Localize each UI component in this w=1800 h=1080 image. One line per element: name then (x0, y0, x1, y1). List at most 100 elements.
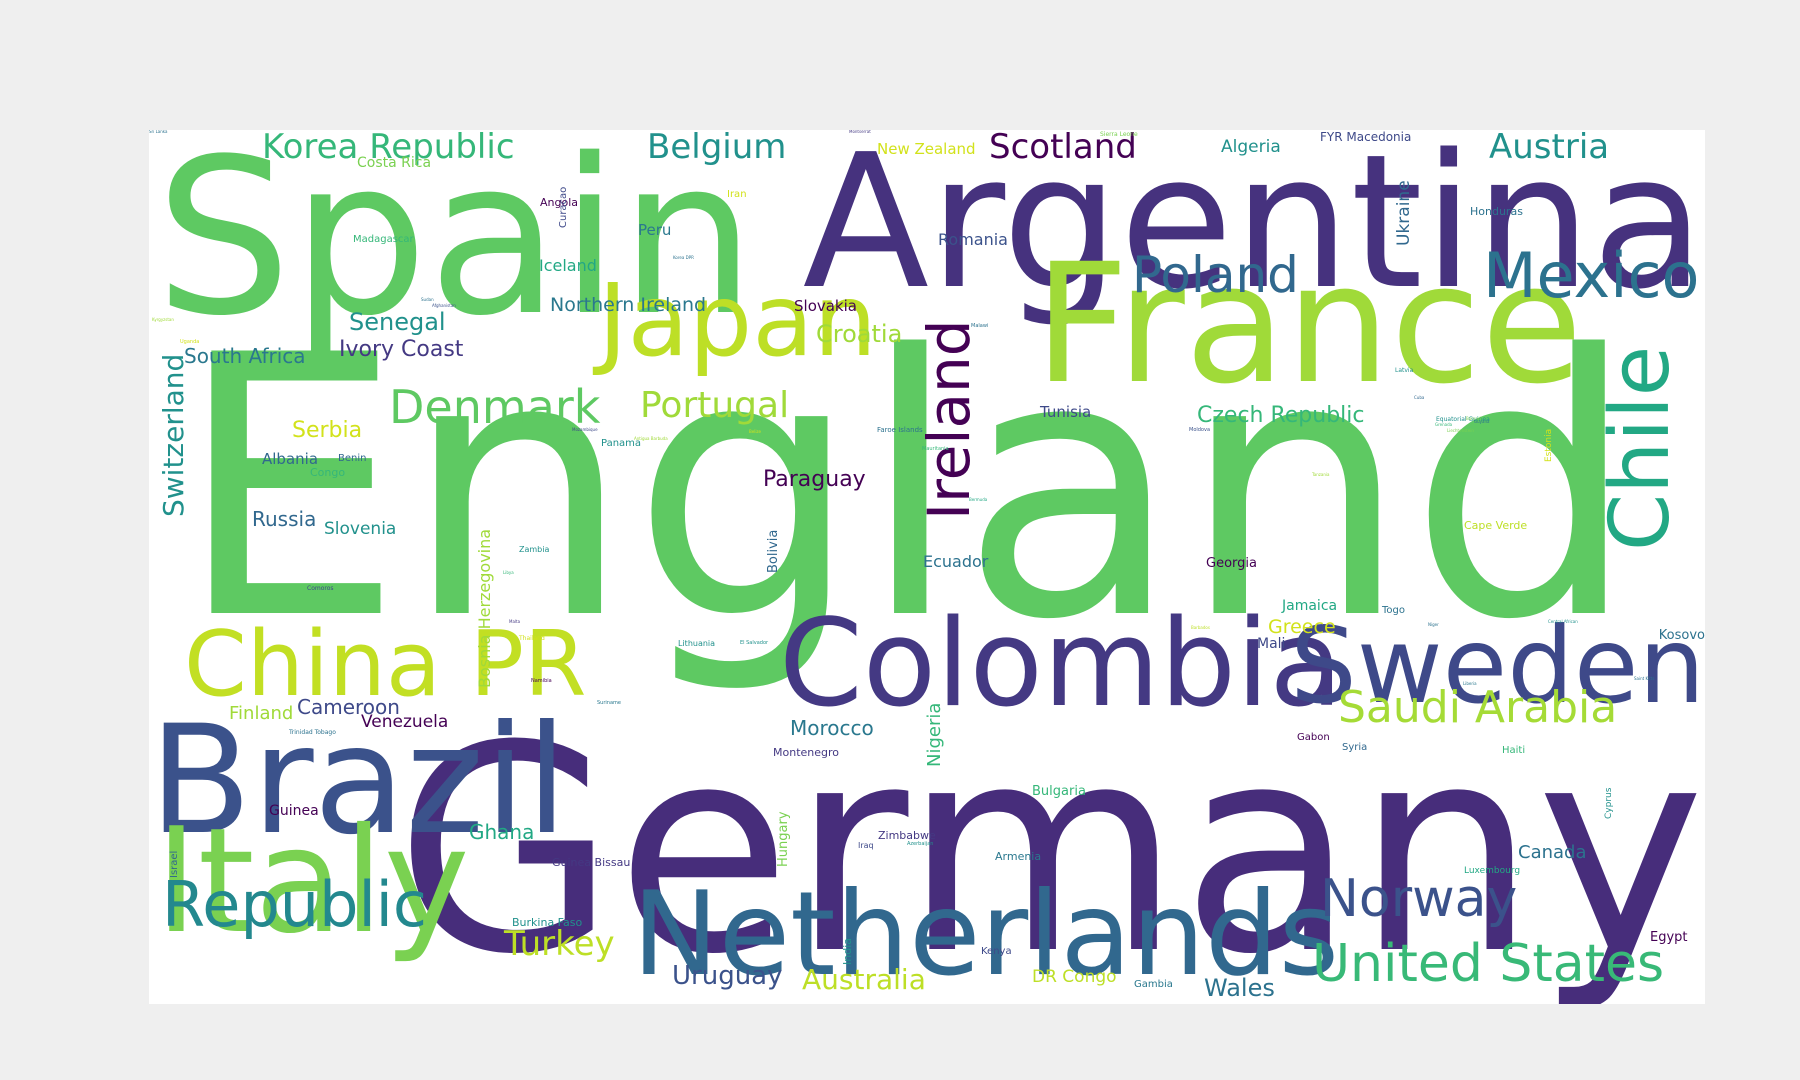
word-korea-dpr: Korea DPR (673, 255, 694, 260)
word-mexico: Mexico (1483, 239, 1700, 312)
word-morocco: Morocco (790, 716, 874, 740)
word-india: India (841, 938, 854, 965)
word-niger: Niger (1428, 622, 1439, 627)
word-wales: Wales (1204, 974, 1275, 1002)
word-denmark: Denmark (389, 380, 601, 434)
word-senegal: Senegal (349, 308, 446, 336)
word-united-states: United States (1312, 934, 1665, 994)
word-spain: Spain (155, 130, 756, 363)
word-armenia: Armenia (995, 850, 1042, 863)
word-afghanistan: Afghanistan (432, 303, 456, 308)
word-tanzania: Tanzania (1312, 472, 1330, 477)
word-netherlands: Netherlands (632, 867, 1340, 1002)
word-iraq: Iraq (858, 841, 874, 850)
word-latvia: Latvia (1395, 367, 1414, 374)
word-gabon: Gabon (1297, 732, 1330, 743)
word-france: France (1034, 228, 1583, 420)
word-cyprus: Cyprus (1604, 787, 1614, 819)
word-el-salvador: El Salvador (740, 640, 769, 646)
word-turkey: Turkey (504, 924, 615, 964)
word-equatorial-guinea: Equatorial Guinea (1436, 416, 1490, 423)
word-ecuador: Ecuador (923, 552, 989, 571)
word-finland: Finland (229, 703, 294, 724)
word-paraguay: Paraguay (763, 467, 866, 492)
word-greece: Greece (1268, 616, 1336, 638)
word-scotland: Scotland (989, 130, 1137, 167)
word-malta: Malta (509, 619, 521, 624)
word-guyana: Guyana (1474, 419, 1490, 424)
word-poland: Poland (1132, 246, 1299, 304)
word-japan: Japan (598, 262, 877, 379)
word-australia: Australia (802, 963, 926, 996)
word-luxembourg: Luxembourg (1464, 866, 1521, 876)
word-gambia: Gambia (1134, 979, 1173, 990)
word-azerbaijan: Azerbaijan (907, 841, 934, 847)
word-germany: Germany (395, 685, 1705, 1004)
word-uruguay: Uruguay (672, 961, 783, 991)
word-canada: Canada (1518, 842, 1587, 863)
word-angola: Angola (540, 196, 579, 209)
word-antigua-barbuda: Antigua Barbuda (634, 436, 668, 441)
word-jamaica: Jamaica (1282, 598, 1338, 614)
word-georgia: Georgia (1206, 556, 1257, 571)
word-iceland: Iceland (539, 256, 597, 275)
word-algeria: Algeria (1221, 137, 1281, 157)
word-thailand: Thailand (519, 635, 545, 642)
word-romania: Romania (938, 230, 1008, 249)
word-benin: Benin (338, 453, 367, 464)
word-serbia: Serbia (292, 418, 363, 443)
word-czech-republic: Czech Republic (1197, 403, 1365, 428)
word-congo: Congo (310, 466, 346, 479)
word-norway: Norway (1320, 869, 1518, 929)
word-south-africa: South Africa (184, 344, 306, 368)
word-bolivia: Bolivia (766, 529, 781, 573)
word-cloud: England Germany Spain Argentina France Brazil… (149, 130, 1705, 1004)
word-libya: Libya (503, 570, 514, 575)
word-haiti: Haiti (1502, 745, 1526, 756)
word-austria: Austria (1489, 130, 1610, 167)
word-sudan: Sudan (421, 297, 434, 302)
word-italy: Italy (155, 797, 470, 966)
word-montenegro: Montenegro (773, 746, 840, 759)
word-suriname: Suriname (597, 700, 621, 706)
word-honduras: Honduras (1470, 205, 1523, 218)
word-fyr-macedonia: FYR Macedonia (1320, 130, 1412, 144)
word-bulgaria: Bulgaria (1032, 784, 1086, 799)
word-saint-kitts: Saint Kitts (1634, 676, 1655, 681)
word-slovakia: Slovakia (794, 297, 857, 315)
word-grenada: Grenada (1435, 422, 1453, 427)
word-liechtenstein: Liechtenstein (1447, 428, 1474, 433)
word-saudi-arabia: Saudi Arabia (1338, 682, 1618, 733)
word-dr-congo: DR Congo (1032, 967, 1117, 987)
word-ghana: Ghana (469, 820, 535, 844)
word-slovenia: Slovenia (324, 519, 397, 539)
word-cape-verde: Cape Verde (1464, 519, 1528, 532)
word-zimbabwe: Zimbabwe (878, 829, 936, 842)
word-montserrat: Montserrat (849, 130, 871, 134)
word-barbados: Barbados (1191, 625, 1210, 630)
word-ukraine: Ukraine (1394, 180, 1414, 246)
word-egypt: Egypt (1650, 930, 1688, 945)
word-kenya: Kenya (981, 946, 1012, 957)
word-madagascar: Madagascar (353, 234, 414, 245)
word-iran: Iran (727, 189, 747, 200)
word-namibia: Namibia (531, 678, 552, 684)
word-moldova: Moldova (1189, 427, 1211, 433)
word-kosovo: Kosovo (1658, 628, 1705, 643)
word-northern-ireland: Northern Ireland (550, 294, 707, 316)
word-bermuda: Bermuda (969, 497, 988, 502)
word-chile: Chile (1593, 345, 1688, 551)
word-new-zealand: New Zealand (877, 140, 976, 158)
word-central-african: Central African (1548, 619, 1578, 624)
word-bosnia-herzegovina: Bosnia Herzegovina (475, 528, 494, 688)
word-liberia: Liberia (1463, 681, 1477, 686)
word-comoros: Comoros (307, 585, 334, 592)
word-malawi: Malawi (971, 323, 989, 329)
word-panama: Panama (601, 438, 642, 449)
word-sweden: Sweden (1290, 605, 1705, 727)
word-curacao: Curacao (558, 186, 569, 228)
word-england: England (176, 279, 1638, 698)
word-togo: Togo (1382, 605, 1405, 616)
word-republic: Republic (162, 868, 427, 941)
word-guinea-bissau: Guinea Bissau (552, 856, 631, 869)
